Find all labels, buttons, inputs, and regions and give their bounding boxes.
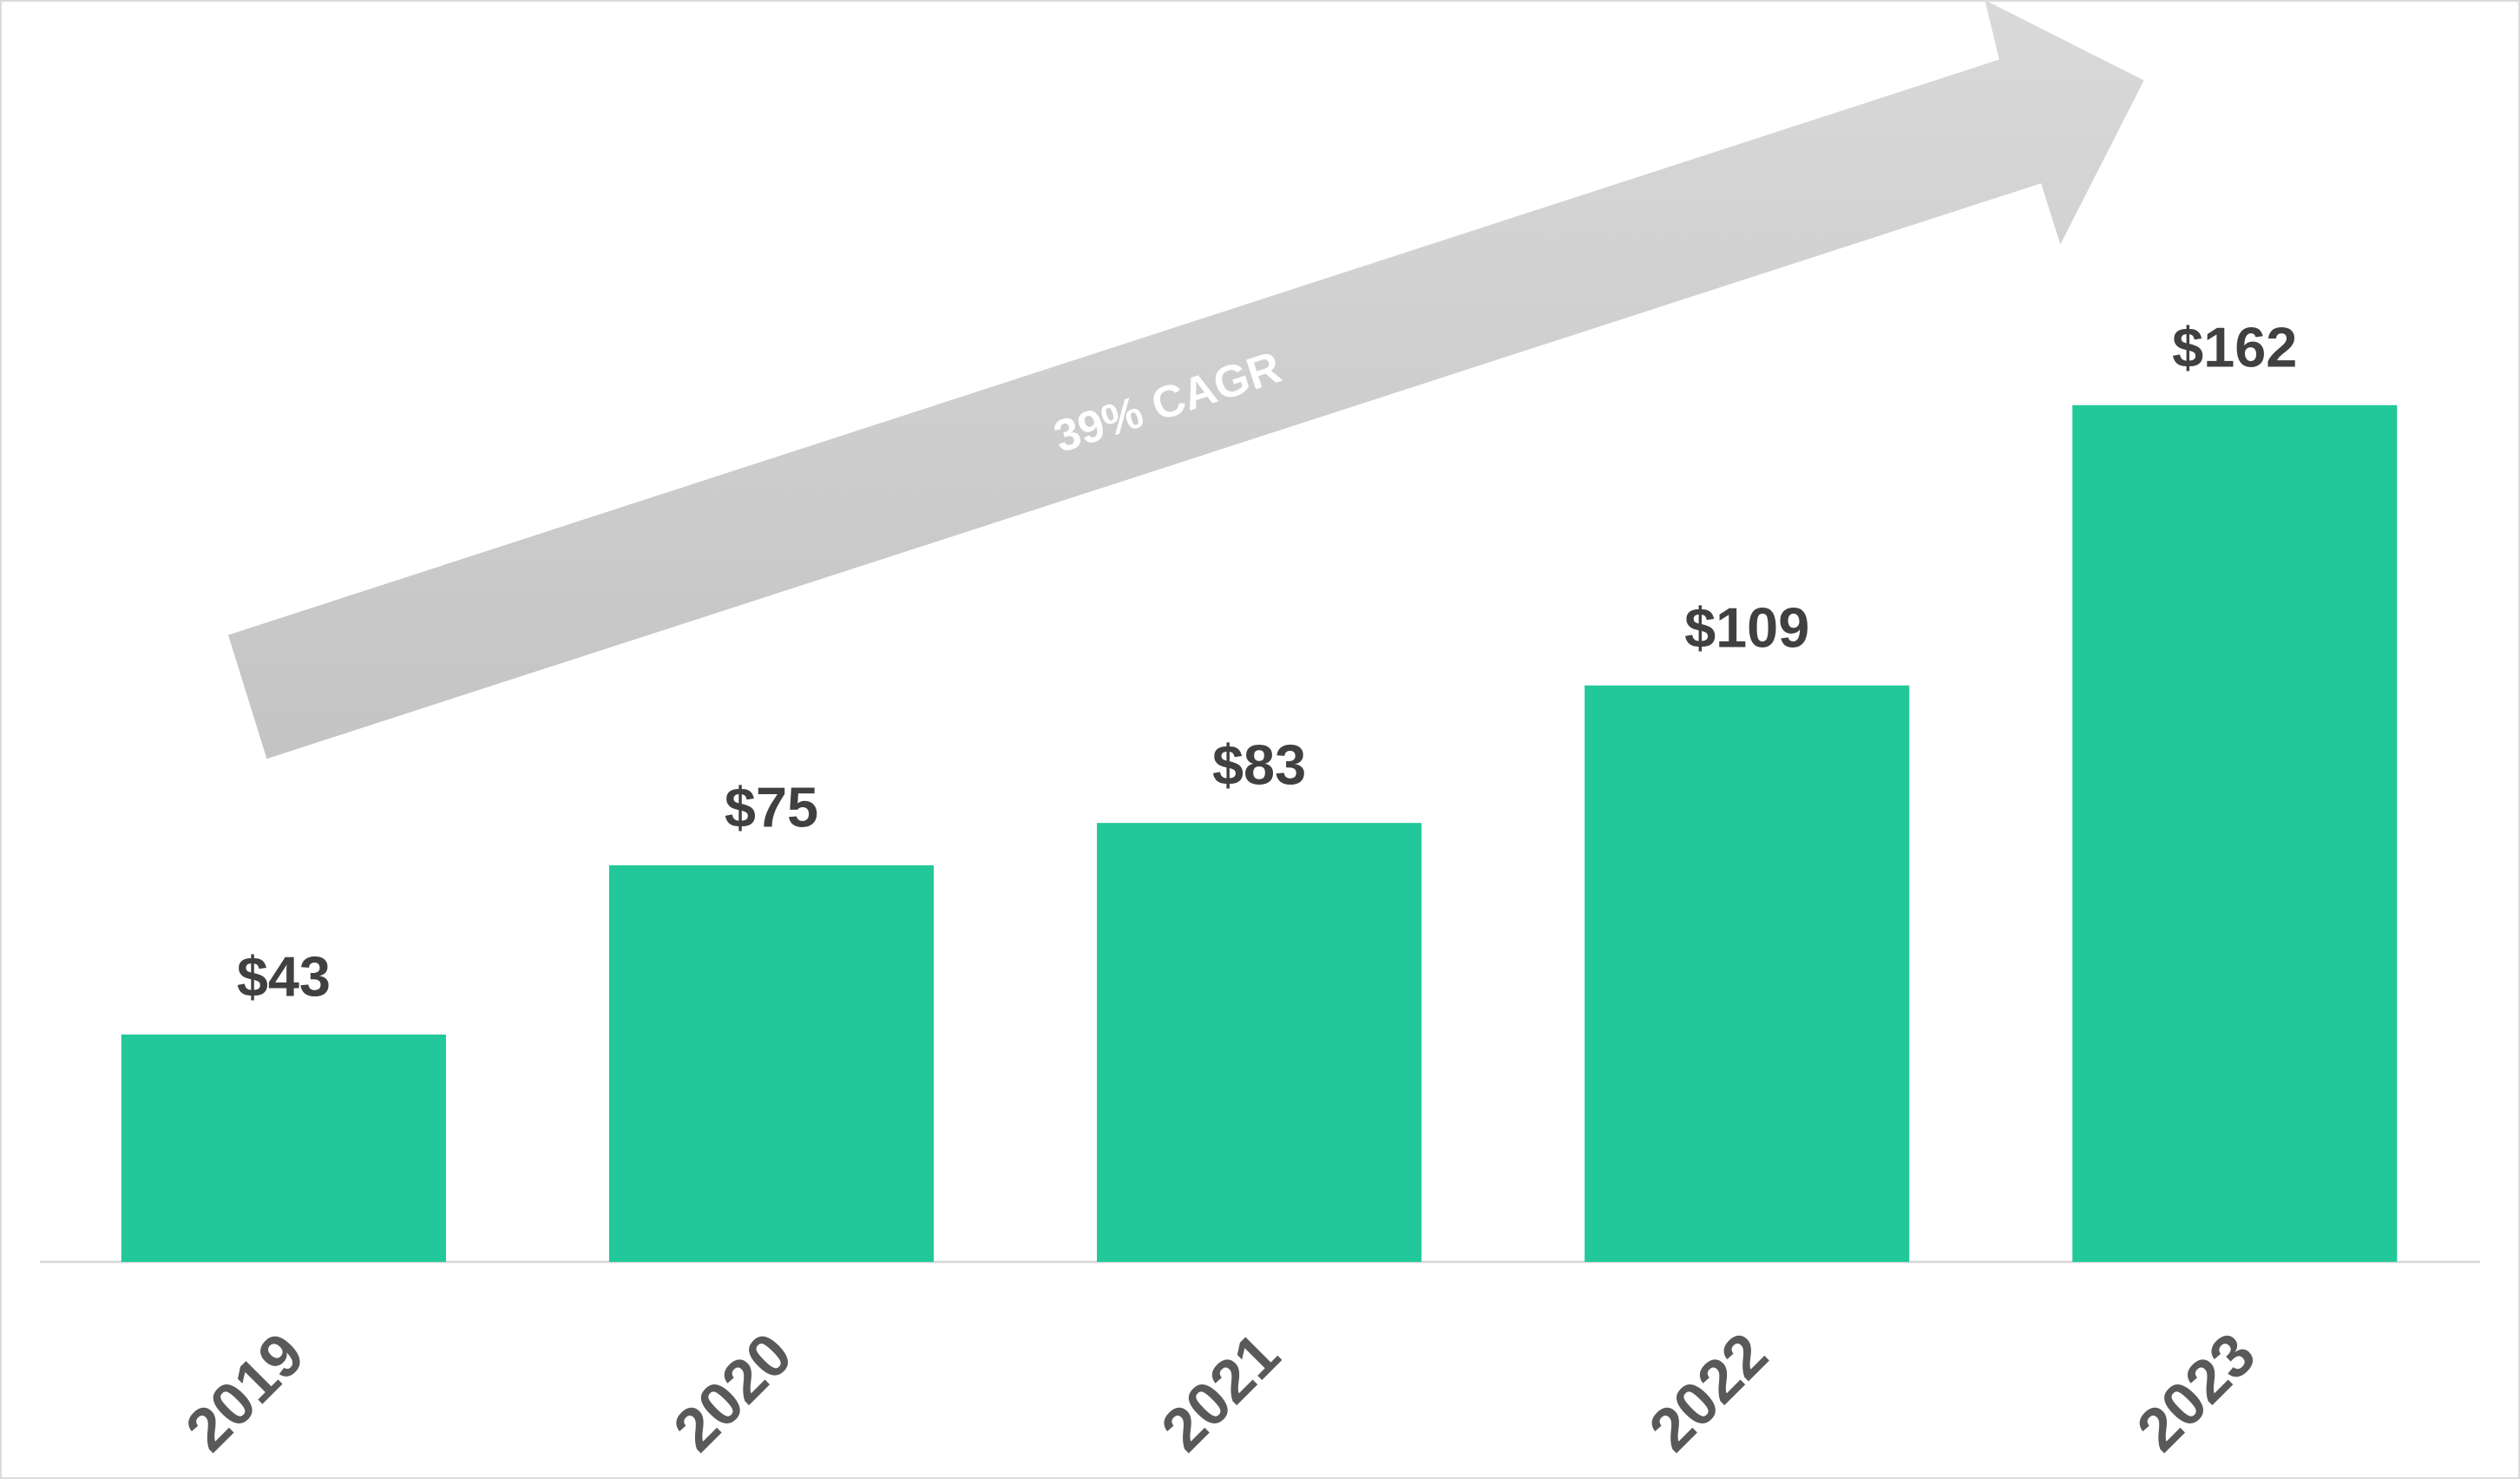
trend-arrow	[227, 0, 2144, 759]
value-label: $75	[725, 775, 818, 838]
bar	[1585, 685, 1910, 1262]
value-label: $83	[1212, 733, 1306, 797]
bar	[608, 864, 935, 1262]
bar	[121, 1034, 446, 1262]
bar	[2072, 404, 2398, 1262]
value-label: $109	[1684, 595, 1809, 659]
value-label: $162	[2172, 315, 2297, 378]
value-label: $43	[237, 944, 331, 1008]
bar	[1097, 823, 1422, 1262]
